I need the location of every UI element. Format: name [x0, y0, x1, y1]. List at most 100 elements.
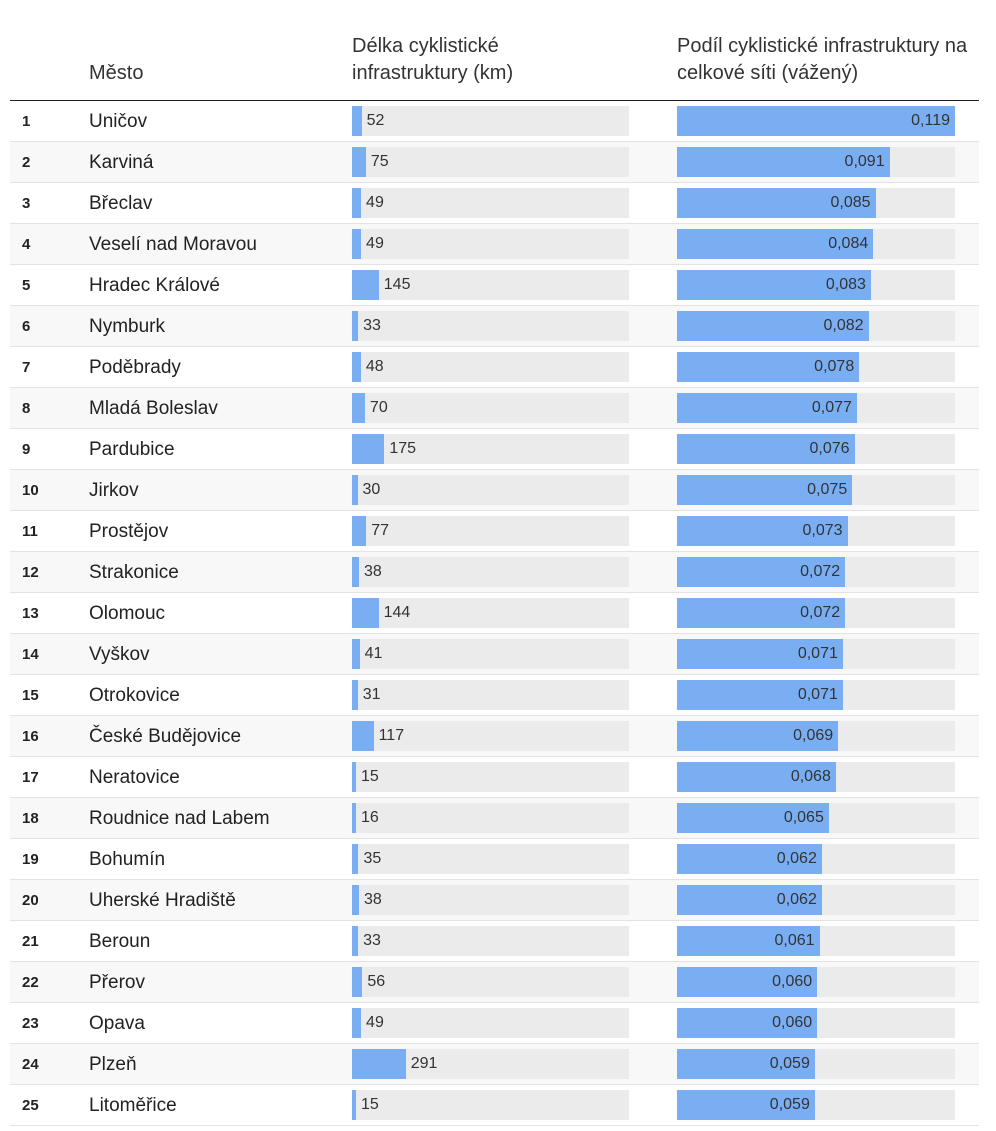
rank-cell: 18 [22, 810, 39, 827]
city-cell: Bohumín [89, 849, 166, 870]
rank-cell: 15 [22, 687, 39, 704]
length-value-label: 38 [364, 891, 382, 908]
rank-cell: 11 [22, 523, 38, 540]
share-bar-track: 0,084 [677, 229, 955, 259]
length-bar [352, 926, 359, 956]
city-cell: Opava [89, 1013, 145, 1034]
share-bar-track: 0,069 [677, 721, 955, 751]
length-bar [352, 106, 362, 136]
rank-cell: 14 [22, 646, 39, 663]
share-bar-track: 0,061 [677, 926, 955, 956]
city-cell: Otrokovice [89, 685, 180, 706]
share-value-label: 0,060 [772, 1014, 813, 1031]
rank-cell: 16 [22, 728, 39, 745]
column-header-length: Délka cyklistické infrastruktury (km) [352, 35, 514, 84]
length-bar-track: 175 [352, 434, 629, 464]
length-bar-track: 56 [352, 967, 629, 997]
table-row: 23 Opava 49 0,060 [10, 1003, 979, 1044]
share-bar [677, 188, 876, 218]
length-bar-track: 77 [352, 516, 629, 546]
length-bar-track: 33 [352, 311, 629, 341]
length-bar [352, 885, 360, 915]
length-bar-track: 49 [352, 1008, 629, 1038]
table-row: 8 Mladá Boleslav 70 0,077 [10, 388, 979, 429]
length-bar [352, 639, 360, 669]
share-value-label: 0,059 [769, 1096, 810, 1113]
share-bar-track: 0,060 [677, 967, 955, 997]
city-cell: Plzeň [89, 1054, 137, 1075]
share-bar-track: 0,083 [677, 270, 955, 300]
share-bar [677, 516, 848, 546]
share-value-label: 0,069 [793, 727, 834, 744]
share-value-label: 0,072 [800, 563, 841, 580]
share-bar-track: 0,075 [677, 475, 955, 505]
share-bar-track: 0,065 [677, 803, 955, 833]
share-bar [677, 106, 955, 136]
city-cell: Přerov [89, 972, 145, 993]
length-bar [352, 188, 362, 218]
length-value-label: 52 [366, 112, 385, 129]
share-value-label: 0,078 [814, 358, 855, 375]
length-bar [352, 844, 359, 874]
city-cell: Veselí nad Moravou [89, 234, 257, 255]
length-bar-track: 35 [352, 844, 629, 874]
length-value-label: 15 [361, 768, 379, 785]
share-bar-track: 0,091 [677, 147, 955, 177]
rank-cell: 13 [22, 605, 39, 622]
length-bar-track: 38 [352, 557, 629, 587]
length-value-label: 70 [369, 399, 388, 416]
share-bar-track: 0,119 [677, 106, 955, 136]
rank-cell: 7 [22, 359, 31, 376]
share-bar [677, 1008, 818, 1038]
length-value-label: 49 [366, 194, 384, 211]
rank-cell: 12 [22, 564, 39, 581]
length-bar [352, 229, 362, 259]
city-cell: Nymburk [89, 316, 166, 337]
city-cell: Uničov [89, 111, 148, 132]
table-row: 14 Vyškov 41 0,071 [10, 634, 979, 675]
length-bar [352, 311, 359, 341]
length-bar [352, 967, 363, 997]
share-bar [677, 352, 860, 382]
length-bar [352, 352, 361, 382]
share-bar-track: 0,077 [677, 393, 955, 423]
header-divider [10, 100, 979, 101]
share-bar-track: 0,071 [677, 680, 955, 710]
share-value-label: 0,072 [800, 604, 841, 621]
length-bar-track: 117 [352, 721, 629, 751]
share-bar-track: 0,072 [677, 598, 955, 628]
length-bar [352, 434, 385, 464]
length-value-label: 117 [378, 727, 405, 744]
rank-cell: 23 [22, 1015, 39, 1032]
share-value-label: 0,091 [844, 153, 885, 170]
length-bar [352, 516, 367, 546]
city-cell: Strakonice [89, 562, 179, 583]
table-row: 10 Jirkov 30 0,075 [10, 470, 979, 511]
city-cell: Břeclav [89, 193, 153, 214]
length-value-label: 144 [383, 604, 411, 621]
length-value-label: 31 [362, 686, 381, 703]
share-bar-track: 0,085 [677, 188, 955, 218]
length-bar [352, 1049, 406, 1079]
share-bar [677, 1090, 815, 1120]
share-bar-track: 0,082 [677, 311, 955, 341]
length-bar [352, 1008, 362, 1038]
share-bar [677, 680, 843, 710]
length-bar [352, 680, 358, 710]
table-row: 17 Neratovice 15 0,068 [10, 757, 979, 798]
table-row: 25 Litoměřice 15 0,059 [10, 1085, 979, 1126]
share-bar [677, 475, 853, 505]
length-value-label: 35 [363, 850, 382, 867]
length-bar [352, 1090, 356, 1120]
rank-cell: 24 [22, 1056, 39, 1073]
share-bar-track: 0,072 [677, 557, 955, 587]
rank-cell: 22 [22, 974, 39, 991]
share-bar-track: 0,076 [677, 434, 955, 464]
share-value-label: 0,083 [825, 276, 866, 293]
length-value-label: 33 [363, 932, 381, 949]
city-cell: Poděbrady [89, 357, 181, 378]
table-row: 5 Hradec Králové 145 0,083 [10, 265, 979, 306]
share-bar [677, 557, 846, 587]
share-value-label: 0,076 [809, 440, 850, 457]
table-row: 19 Bohumín 35 0,062 [10, 839, 979, 880]
